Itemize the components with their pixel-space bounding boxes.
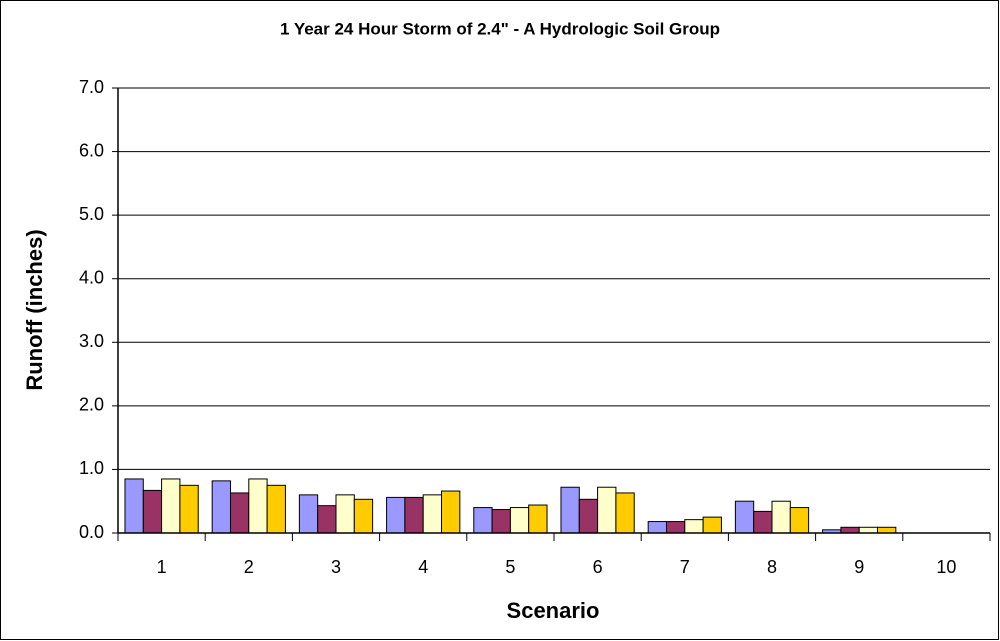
bar <box>615 492 635 534</box>
y-tick-label: 3.0 <box>79 331 104 351</box>
x-tick-label: 3 <box>331 557 341 577</box>
x-tick-label: 1 <box>157 557 167 577</box>
y-tick-label: 4.0 <box>79 267 104 287</box>
bar <box>684 519 704 534</box>
x-tick-label: 6 <box>593 557 603 577</box>
y-tick-label: 6.0 <box>79 140 104 160</box>
x-tick-label: 8 <box>767 557 777 577</box>
bar <box>789 507 810 534</box>
bar <box>124 478 144 534</box>
x-tick-label: 9 <box>854 557 864 577</box>
bar <box>753 510 773 534</box>
bar <box>858 526 879 534</box>
chart-title: 1 Year 24 Hour Storm of 2.4" - A Hydrolo… <box>280 19 720 38</box>
bar <box>161 478 181 534</box>
y-axis-label: Runoff (inches) <box>22 229 47 390</box>
x-axis-label: Scenario <box>507 598 600 623</box>
bar <box>422 494 443 534</box>
bar <box>771 500 791 534</box>
bar <box>877 526 897 534</box>
bar <box>266 484 286 534</box>
x-tick-label: 5 <box>505 557 515 577</box>
bar <box>702 516 722 534</box>
bar <box>317 505 337 534</box>
x-tick-label: 10 <box>936 557 956 577</box>
bar <box>179 484 199 534</box>
bar <box>597 486 617 534</box>
bar <box>386 496 406 534</box>
bar <box>142 489 163 534</box>
bar <box>840 526 860 534</box>
bar <box>298 494 319 534</box>
bar <box>211 480 231 534</box>
y-tick-label: 7.0 <box>79 77 104 97</box>
bar <box>335 494 355 534</box>
bar <box>441 490 461 534</box>
bar <box>578 498 599 534</box>
y-tick-label: 5.0 <box>79 204 104 224</box>
bar <box>560 486 580 534</box>
bar <box>229 492 250 534</box>
bar <box>404 496 424 534</box>
bar <box>353 498 374 534</box>
bar <box>734 500 755 534</box>
bar <box>665 521 686 534</box>
bar <box>473 507 493 534</box>
y-tick-label: 2.0 <box>79 395 104 415</box>
bar <box>491 508 511 534</box>
y-tick-label: 0.0 <box>79 522 104 542</box>
bar <box>647 521 667 534</box>
bar <box>248 478 268 534</box>
bar <box>509 507 530 534</box>
bar <box>528 504 548 534</box>
x-tick-label: 2 <box>244 557 254 577</box>
y-tick-label: 1.0 <box>79 458 104 478</box>
x-tick-label: 4 <box>418 557 428 577</box>
x-tick-label: 7 <box>680 557 690 577</box>
